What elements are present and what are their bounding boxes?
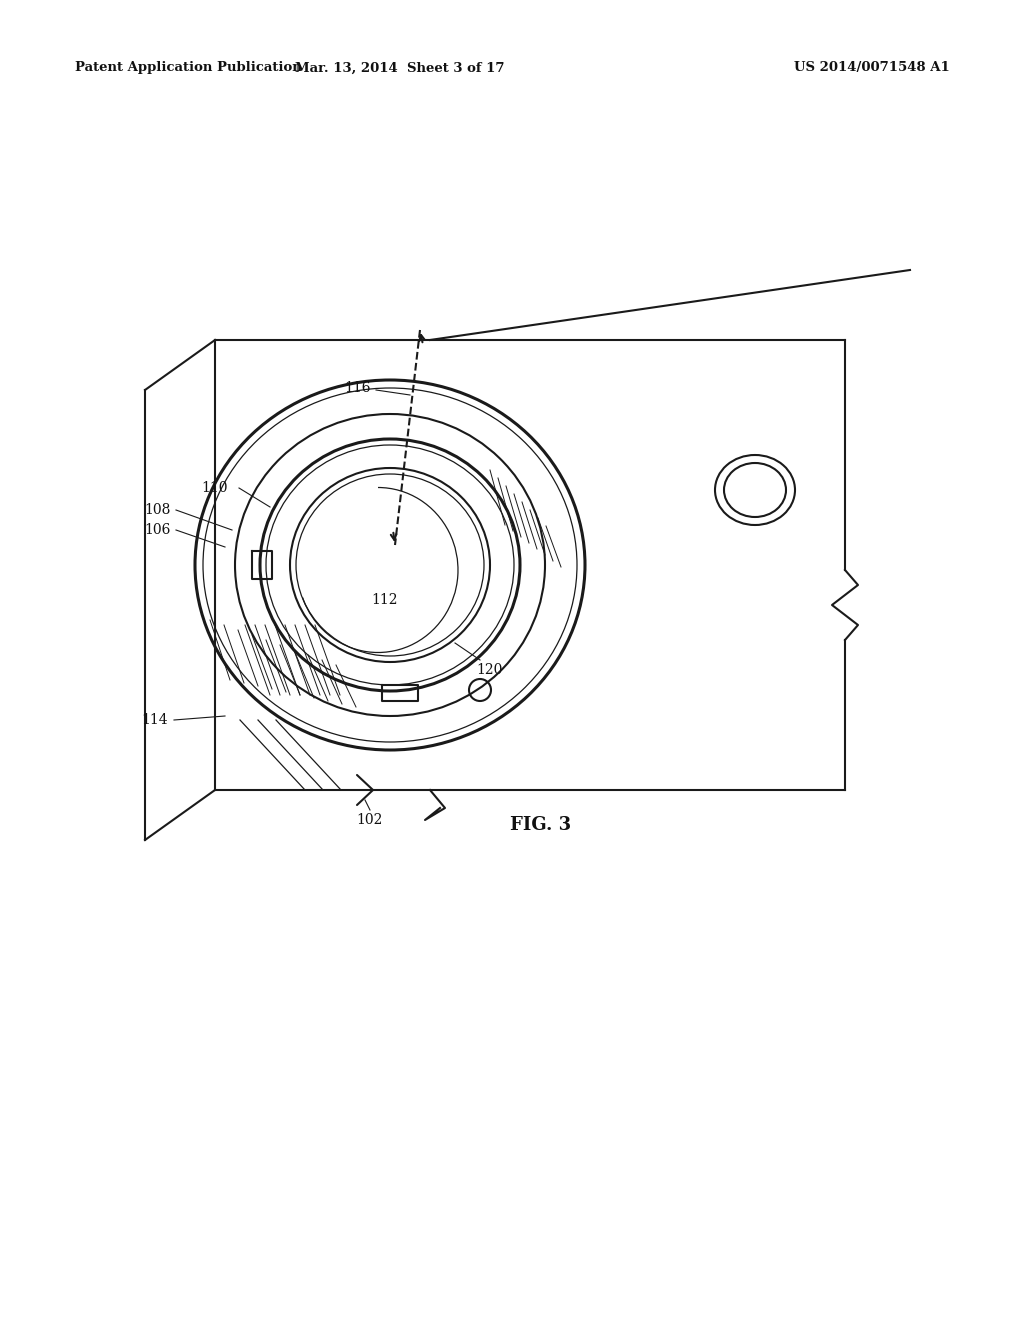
Text: 106: 106 xyxy=(144,523,171,537)
Text: 112: 112 xyxy=(372,593,398,607)
Text: 108: 108 xyxy=(144,503,171,517)
Text: FIG. 3: FIG. 3 xyxy=(510,816,571,834)
Text: 120: 120 xyxy=(477,663,503,677)
Text: US 2014/0071548 A1: US 2014/0071548 A1 xyxy=(795,62,950,74)
Text: 110: 110 xyxy=(202,480,228,495)
Text: 116: 116 xyxy=(345,381,372,395)
Text: 102: 102 xyxy=(356,813,383,828)
Text: 114: 114 xyxy=(141,713,168,727)
Text: Patent Application Publication: Patent Application Publication xyxy=(75,62,302,74)
Text: Mar. 13, 2014  Sheet 3 of 17: Mar. 13, 2014 Sheet 3 of 17 xyxy=(295,62,505,74)
